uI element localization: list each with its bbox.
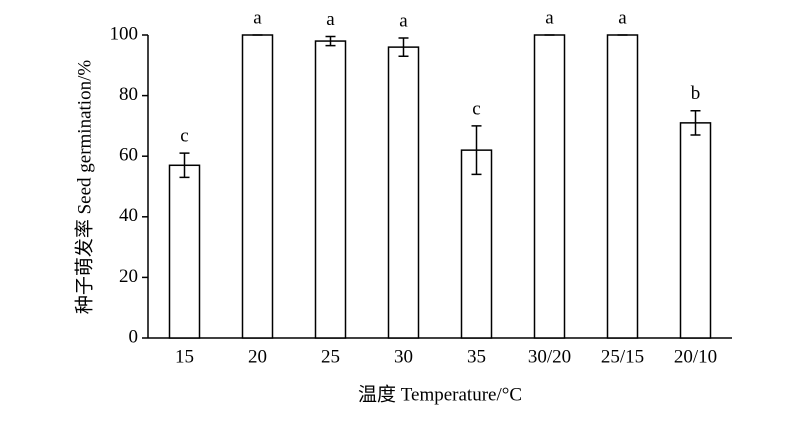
x-tick-label: 25	[321, 346, 340, 367]
bar	[241, 34, 274, 339]
x-tick-label: 35	[467, 346, 486, 367]
bar	[168, 164, 201, 339]
bar	[533, 34, 566, 339]
error-bar	[398, 37, 409, 57]
y-tick-label: 0	[129, 326, 139, 347]
significance-letter: a	[399, 10, 408, 31]
y-tick-label: 40	[119, 205, 138, 226]
significance-letter: b	[691, 83, 701, 104]
y-tick-label: 100	[110, 23, 139, 44]
x-axis-label: 温度 Temperature/°C	[358, 383, 522, 405]
bar	[606, 34, 639, 339]
bar	[314, 40, 347, 339]
error-bar	[690, 110, 701, 136]
error-bar	[471, 125, 482, 176]
error-bar	[179, 152, 190, 179]
bar	[679, 122, 712, 339]
significance-letter: c	[472, 98, 480, 119]
y-tick-label: 20	[119, 266, 138, 287]
bar	[387, 46, 420, 339]
bar	[460, 149, 493, 339]
significance-letter: a	[618, 7, 627, 28]
x-tick-label: 30/20	[528, 346, 571, 367]
y-axis-label: 种子萌发率 Seed germination/%	[73, 60, 95, 315]
significance-letter: a	[253, 7, 262, 28]
error-bar	[325, 35, 336, 47]
x-tick-label: 20	[248, 346, 267, 367]
x-tick-label: 15	[175, 346, 194, 367]
significance-letter: c	[180, 126, 188, 147]
y-tick-label: 80	[119, 84, 138, 105]
x-tick-label: 20/10	[674, 346, 717, 367]
x-tick-label: 25/15	[601, 346, 644, 367]
significance-letter: a	[545, 7, 554, 28]
significance-letter: a	[326, 9, 335, 30]
y-tick-label: 60	[119, 145, 138, 166]
x-tick-label: 30	[394, 346, 413, 367]
